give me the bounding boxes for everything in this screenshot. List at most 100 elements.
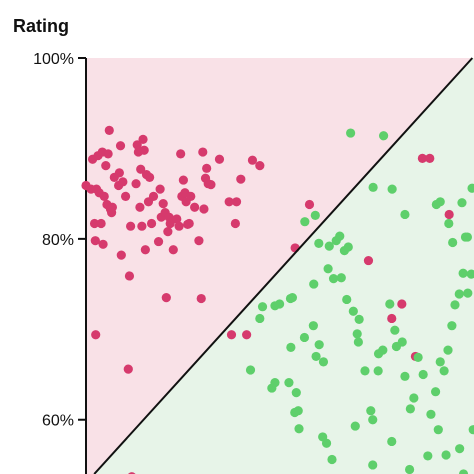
red-data-point xyxy=(135,202,145,212)
green-data-point xyxy=(328,274,339,284)
y-axis-ticks: 100% 80% 60% xyxy=(33,51,86,430)
red-data-point xyxy=(115,141,126,151)
red-data-point xyxy=(126,221,136,231)
green-data-point xyxy=(321,438,332,448)
green-data-point xyxy=(463,288,473,298)
red-data-point xyxy=(131,179,141,189)
green-data-point xyxy=(310,210,320,220)
green-data-point xyxy=(287,293,298,303)
green-data-point xyxy=(430,387,441,397)
green-data-point xyxy=(426,409,436,419)
green-data-point xyxy=(457,198,467,208)
red-data-point xyxy=(236,174,246,184)
green-data-point xyxy=(318,357,329,367)
green-data-point xyxy=(458,268,468,278)
green-data-point xyxy=(366,406,376,416)
red-data-point xyxy=(202,163,212,173)
red-data-point xyxy=(168,245,178,255)
green-data-point xyxy=(448,237,458,248)
red-data-point xyxy=(417,153,427,163)
green-data-point xyxy=(348,306,358,316)
green-data-point xyxy=(255,313,265,324)
green-data-point xyxy=(400,371,410,381)
red-data-point xyxy=(99,191,109,201)
red-data-point xyxy=(132,140,142,150)
y-tick-label: 60% xyxy=(42,413,74,430)
green-data-point xyxy=(385,299,395,309)
green-data-point xyxy=(433,425,443,435)
red-data-point xyxy=(230,218,240,229)
green-data-point xyxy=(468,425,474,435)
green-data-point xyxy=(387,184,397,194)
red-data-point xyxy=(158,199,168,209)
green-data-point xyxy=(323,264,333,274)
green-data-point xyxy=(293,406,303,416)
red-data-point xyxy=(137,221,147,231)
green-data-point xyxy=(400,209,410,220)
red-data-point xyxy=(198,147,208,157)
green-data-point xyxy=(373,366,383,376)
green-data-point xyxy=(413,352,423,362)
red-data-point xyxy=(397,299,407,309)
green-data-point xyxy=(423,451,433,461)
green-data-point xyxy=(368,415,378,425)
green-data-point xyxy=(300,217,310,227)
green-data-point xyxy=(308,321,318,331)
green-data-point xyxy=(324,241,334,251)
red-data-point xyxy=(172,214,182,224)
upper-region xyxy=(86,58,473,474)
red-data-point xyxy=(174,221,184,231)
red-data-point xyxy=(206,180,216,190)
green-data-point xyxy=(458,469,469,474)
green-data-point xyxy=(373,349,384,359)
y-axis-title: Rating xyxy=(13,16,69,36)
green-data-point xyxy=(466,269,474,279)
red-data-point xyxy=(116,250,126,260)
red-data-point xyxy=(118,177,128,187)
red-data-point xyxy=(145,172,155,182)
red-data-point xyxy=(425,153,435,163)
red-data-point xyxy=(444,209,454,220)
red-data-point xyxy=(98,239,108,249)
red-data-point xyxy=(146,218,157,229)
green-data-point xyxy=(368,182,378,192)
green-data-point xyxy=(405,404,415,414)
red-data-point xyxy=(136,164,146,174)
green-data-point xyxy=(390,325,400,335)
green-data-point xyxy=(368,460,378,470)
divider-line xyxy=(93,57,474,474)
green-data-point xyxy=(443,345,453,355)
data-points xyxy=(81,125,474,474)
red-data-point xyxy=(190,202,200,212)
red-data-point xyxy=(139,145,149,155)
y-tick-label: 100% xyxy=(33,51,74,68)
green-data-point xyxy=(387,436,397,447)
green-data-point xyxy=(397,337,407,347)
red-data-point xyxy=(89,218,100,229)
red-data-point xyxy=(140,245,150,255)
green-data-point xyxy=(450,300,460,310)
green-data-point xyxy=(447,321,457,331)
red-data-point xyxy=(155,184,165,194)
red-data-point xyxy=(304,199,315,210)
green-data-point xyxy=(454,289,464,299)
red-data-point xyxy=(224,197,234,207)
red-data-point xyxy=(163,227,173,237)
red-data-point xyxy=(103,149,113,159)
green-data-point xyxy=(409,393,419,403)
green-data-point xyxy=(270,378,280,388)
green-data-point xyxy=(444,218,454,229)
green-data-point xyxy=(350,421,360,431)
red-data-point xyxy=(184,218,194,229)
green-data-point xyxy=(270,301,280,311)
green-data-point xyxy=(435,197,445,207)
red-data-point xyxy=(194,236,204,246)
green-data-point xyxy=(441,450,451,460)
green-data-point xyxy=(404,464,415,474)
red-data-point xyxy=(290,243,300,253)
red-data-point xyxy=(214,154,225,164)
green-data-point xyxy=(314,238,324,248)
green-data-point xyxy=(311,351,321,362)
red-data-point xyxy=(178,175,188,185)
